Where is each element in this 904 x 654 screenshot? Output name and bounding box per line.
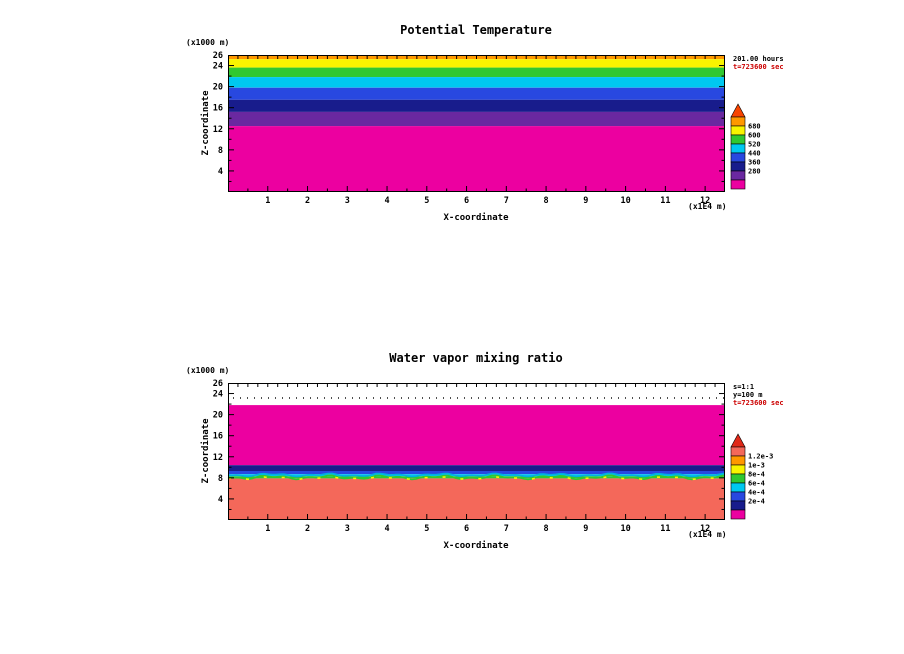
colorbar-cell	[730, 152, 746, 163]
colorbar-cell	[730, 125, 746, 136]
colorbar-label: 520	[748, 141, 761, 149]
annotation-line: s=1:1	[733, 383, 754, 391]
colorbar-label: 280	[748, 168, 761, 176]
y-tick-label: 16	[213, 104, 223, 114]
x-tick-label: 7	[504, 196, 509, 206]
y-tick-label: 8	[218, 474, 223, 484]
chart2-title: Water vapor mixing ratio	[389, 351, 563, 365]
chart2-y-unit-label: (x1000 m)	[186, 366, 230, 375]
colorbar-cell	[730, 446, 746, 457]
colorbar-cell	[730, 170, 746, 181]
colorbar-cell	[730, 179, 746, 190]
colorbar-label: 1e-3	[748, 462, 765, 470]
chart1-y-unit-label: (x1000 m)	[186, 38, 230, 47]
annotation-line: t=723600 sec	[733, 399, 784, 407]
x-tick-label: 10	[620, 524, 630, 534]
colorbar-cell	[730, 143, 746, 154]
colorbar-label: 4e-4	[748, 489, 765, 497]
colorbar-label: 440	[748, 150, 761, 158]
colorbar-label: 680	[748, 123, 761, 131]
chart1-title: Potential Temperature	[400, 23, 552, 37]
chart1-x-axis-label: X-coordinate	[443, 213, 509, 223]
y-tick-label: 20	[213, 83, 223, 93]
y-tick-label: 4	[218, 495, 223, 505]
y-tick-label: 12	[213, 453, 223, 463]
colorbar-cell	[730, 455, 746, 466]
x-tick-label: 7	[504, 524, 509, 534]
y-tick-label: 8	[218, 146, 223, 156]
annotation-line: y=100 m	[733, 391, 763, 399]
x-tick-label: 6	[464, 524, 469, 534]
colorbar-label: 600	[748, 132, 761, 140]
colorbar-cell	[730, 161, 746, 172]
x-tick-label: 2	[305, 196, 310, 206]
annotation-line: t=723600 sec	[733, 63, 784, 71]
x-tick-label: 4	[384, 524, 389, 534]
y-tick-label: 24	[213, 390, 223, 400]
colorbar-label: 1.2e-3	[748, 453, 773, 461]
colorbar-cell	[730, 491, 746, 502]
colorbar-cell	[730, 509, 746, 520]
colorbar-label: 2e-4	[748, 498, 765, 506]
colorbar-label: 8e-4	[748, 471, 765, 479]
x-tick-label: 9	[583, 196, 588, 206]
chart2-x-unit-label: (x1E4 m)	[688, 530, 727, 539]
x-tick-label: 2	[305, 524, 310, 534]
chart1-x-unit-label: (x1E4 m)	[688, 202, 727, 211]
colorbar-label: 360	[748, 159, 761, 167]
x-tick-label: 12	[700, 524, 710, 534]
colorbar-label: 6e-4	[748, 480, 765, 488]
y-tick-label: 26	[213, 51, 223, 61]
colorbar-cell	[730, 134, 746, 145]
y-tick-label: 4	[218, 167, 223, 177]
colorbar-pennant	[730, 433, 746, 448]
x-tick-label: 11	[660, 196, 670, 206]
colorbar-cell	[730, 464, 746, 475]
x-tick-label: 10	[620, 196, 630, 206]
x-tick-label: 12	[700, 196, 710, 206]
x-tick-label: 8	[544, 196, 549, 206]
colorbar-2: 1.2e-31e-38e-46e-44e-42e-4	[730, 433, 773, 520]
x-tick-label: 6	[464, 196, 469, 206]
x-tick-label: 5	[424, 524, 429, 534]
chart1-y-axis-label: Z-coordinate	[201, 90, 211, 156]
y-tick-label: 26	[213, 379, 223, 389]
x-tick-label: 1	[265, 524, 270, 534]
y-tick-label: 24	[213, 62, 223, 72]
colorbar-cell	[730, 116, 746, 127]
x-tick-label: 3	[345, 524, 350, 534]
x-tick-label: 1	[265, 196, 270, 206]
x-tick-label: 8	[544, 524, 549, 534]
y-tick-label: 20	[213, 411, 223, 421]
annotation-line: 201.00 hours	[733, 55, 784, 63]
chart2-x-axis-label: X-coordinate	[443, 541, 509, 551]
chart2-y-axis-label: Z-coordinate	[201, 418, 211, 484]
y-tick-label: 12	[213, 125, 223, 135]
x-tick-label: 11	[660, 524, 670, 534]
x-tick-label: 9	[583, 524, 588, 534]
x-tick-label: 4	[384, 196, 389, 206]
y-tick-label: 16	[213, 432, 223, 442]
x-tick-label: 3	[345, 196, 350, 206]
colorbar-cell	[730, 482, 746, 493]
colorbar-cell	[730, 473, 746, 484]
colorbar-cell	[730, 500, 746, 511]
x-tick-label: 5	[424, 196, 429, 206]
colorbar-pennant	[730, 103, 746, 118]
